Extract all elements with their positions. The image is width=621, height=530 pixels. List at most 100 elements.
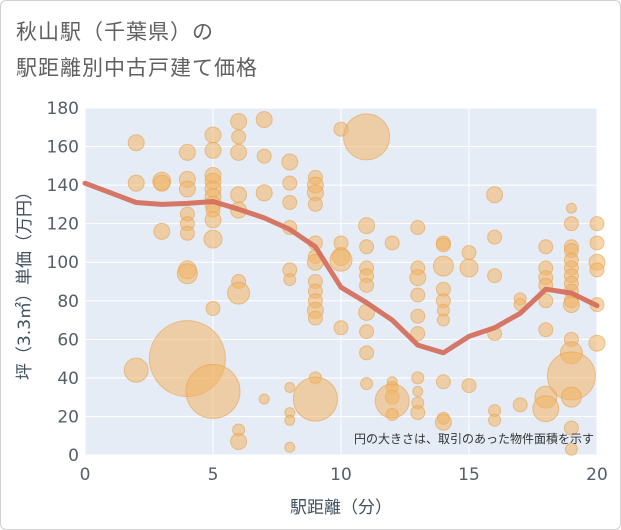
y-tick-label: 20 [57, 407, 79, 427]
bubble-point [256, 148, 272, 164]
bubble-point [255, 184, 273, 202]
bubble-point [435, 237, 451, 253]
bubble-point [588, 334, 606, 352]
bubble-point [563, 216, 579, 232]
bubble-point [435, 374, 451, 390]
bubble-point [538, 293, 554, 309]
bubble-point [589, 262, 605, 278]
bubble-point [359, 345, 375, 361]
bubble-point [461, 245, 477, 261]
x-axis-ticks: 0 5 10 15 20 [80, 465, 608, 485]
bubble-point [258, 393, 270, 405]
y-tick-label: 160 [47, 138, 79, 158]
bubble-point [565, 202, 577, 214]
bubble-point [358, 217, 376, 235]
trend-line [82, 180, 600, 356]
bubble-point [360, 377, 374, 391]
y-tick-label: 140 [47, 176, 79, 196]
bubble-point [461, 378, 477, 394]
chart-title-line-1: 秋山駅（千葉県）の [16, 20, 214, 44]
bubble-point [282, 175, 298, 191]
chart-title: 秋山駅（千葉県）の 駅距離別中古戸建て価格 [16, 14, 258, 86]
bubble-point [538, 239, 554, 255]
bubble-point [359, 239, 375, 255]
bubble-point [284, 441, 296, 453]
gridlines [84, 107, 598, 456]
bubble-point [185, 363, 241, 419]
bubble-point [281, 153, 299, 171]
bubble-point [204, 126, 222, 144]
bubble-point [359, 324, 375, 340]
bubble-point [589, 216, 605, 232]
bubble-point [487, 229, 503, 245]
bubble-point [204, 211, 222, 229]
bubble-point [410, 220, 426, 236]
bubble-point [434, 413, 452, 431]
bubble-point [432, 255, 454, 277]
bubble-point [307, 310, 323, 326]
bubble-point [123, 357, 149, 383]
y-axis-label: 坪（3.3㎡）単価（万円） [15, 183, 35, 380]
bubble-point [307, 196, 323, 212]
bubble-point [205, 300, 221, 316]
bubble-point [410, 287, 426, 303]
x-tick-label: 0 [80, 465, 91, 485]
bubble-point [179, 225, 195, 241]
bubble-point [230, 143, 248, 161]
x-tick-label: 15 [458, 465, 480, 485]
bubble-point [283, 273, 297, 287]
bubble-point [538, 322, 554, 338]
y-tick-label: 120 [47, 215, 79, 235]
bubble-point [230, 112, 248, 130]
bubble-point [153, 174, 171, 192]
y-tick-label: 60 [57, 330, 79, 350]
y-tick-label: 80 [57, 292, 79, 312]
bubble-point [560, 386, 582, 408]
bubble-point [343, 113, 391, 161]
bubble-point [178, 143, 196, 161]
bubble-point [589, 235, 605, 251]
bubble-layer [123, 111, 606, 456]
bubble-point [231, 129, 247, 145]
bubble-point [532, 395, 560, 423]
bubble-point [384, 235, 400, 251]
bubble-point [411, 371, 425, 385]
bubble-point [127, 174, 145, 192]
bubble-point [410, 326, 426, 342]
bubble-point [282, 194, 298, 210]
x-axis-label: 駅距離（分） [290, 498, 392, 518]
bubble-point [153, 222, 171, 240]
bubble-point [230, 433, 248, 451]
y-tick-label: 100 [47, 253, 79, 273]
bubble-point [359, 277, 375, 293]
x-tick-label: 20 [586, 465, 608, 485]
bubble-point [255, 111, 273, 129]
y-tick-label: 180 [47, 99, 79, 119]
bubble-point [486, 186, 504, 204]
bubble-point [459, 258, 479, 278]
bubble-point [436, 313, 450, 327]
bubble-point [284, 382, 296, 394]
y-axis-ticks: 0 20 40 60 80 100 120 140 160 180 [47, 99, 79, 466]
bubble-point [284, 414, 296, 426]
bubble-point [487, 268, 503, 284]
size-annotation: 円の大きさは、取引のあった物件面積を示す [354, 431, 594, 446]
bubble-point [329, 248, 353, 272]
bubble-point [409, 269, 427, 287]
y-tick-label: 0 [68, 446, 79, 466]
x-tick-label: 10 [330, 465, 352, 485]
bubble-point [227, 281, 251, 305]
bubble-point [333, 320, 349, 336]
x-tick-label: 5 [208, 465, 219, 485]
bubble-point [385, 408, 399, 422]
bubble-point [178, 180, 196, 198]
bubble-point [410, 405, 426, 421]
bubble-point [230, 186, 248, 204]
bubble-point [512, 397, 528, 413]
bubble-point [488, 413, 502, 427]
bubble-point [562, 296, 580, 314]
chart-title-line-2: 駅距離別中古戸建て価格 [16, 56, 258, 80]
bubble-point [127, 134, 145, 152]
bubble-point [564, 442, 578, 456]
